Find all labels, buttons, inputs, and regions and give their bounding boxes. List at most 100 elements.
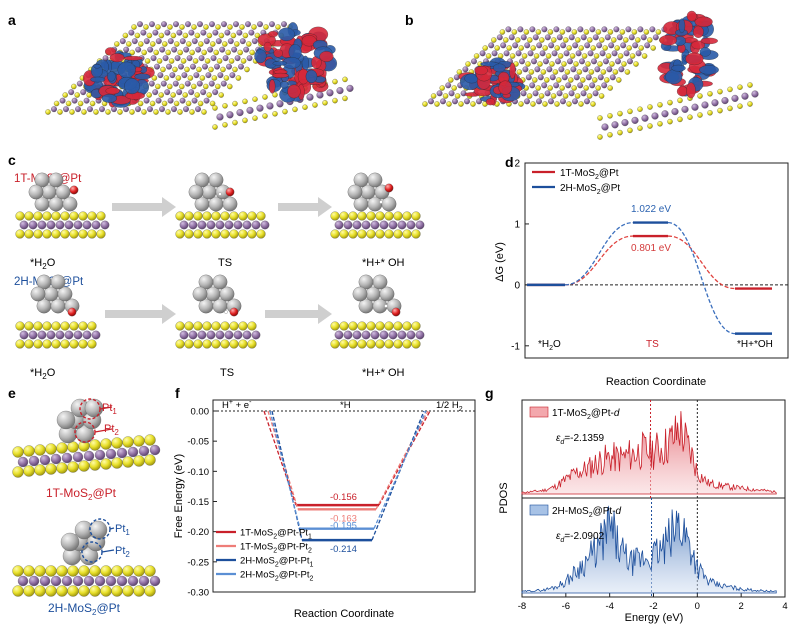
mo-atom <box>203 38 210 45</box>
e-title-1t: 1T-MoS2@Pt <box>46 486 117 502</box>
s-atom <box>302 104 308 110</box>
s-atom <box>375 211 385 221</box>
s-atom <box>111 437 123 449</box>
mo-atom <box>269 21 275 28</box>
s-atom <box>215 83 221 90</box>
s-atom <box>588 69 595 75</box>
charge-density-lobe <box>319 51 334 62</box>
s-atom <box>626 45 632 51</box>
s-atom <box>563 37 569 43</box>
g-xtick-label: -8 <box>518 601 526 612</box>
s-atom <box>366 229 376 239</box>
s-atom <box>612 69 619 75</box>
s-atom <box>114 41 120 47</box>
s-atom <box>598 93 605 99</box>
mo-atom <box>183 106 189 113</box>
mo-atom <box>208 80 215 87</box>
mo-atom <box>517 26 524 33</box>
mo-atom <box>560 98 566 105</box>
s-atom <box>357 321 367 331</box>
f-legend-text: 1T-MoS <box>240 528 273 539</box>
mo-atom <box>94 575 106 587</box>
s-atom <box>535 85 541 91</box>
mo-atom <box>549 74 556 81</box>
s-atom <box>539 37 545 43</box>
g-legend-swatch-2h <box>529 504 549 516</box>
s-atom <box>93 109 99 115</box>
pt-cluster-1t <box>56 398 104 444</box>
mo-atom <box>37 330 47 340</box>
mo-atom <box>388 330 398 340</box>
s-atom <box>667 99 673 106</box>
c-label-ts: TS <box>220 367 234 379</box>
mo-atom <box>306 93 314 101</box>
mo-atom <box>561 74 568 81</box>
s-atom <box>211 211 221 221</box>
s-atom <box>677 97 683 104</box>
mo-atom <box>609 74 616 81</box>
s-atom <box>550 93 557 99</box>
s-atom <box>604 77 610 83</box>
mo-atom <box>159 106 165 113</box>
s-atom <box>218 32 225 39</box>
s-atom <box>747 82 753 88</box>
pt1-pointer <box>99 406 113 410</box>
d-plot-frame <box>524 162 789 359</box>
s-atom <box>629 53 636 59</box>
s-atom <box>211 75 218 81</box>
mo-atom <box>585 74 592 81</box>
s-atom <box>34 565 46 577</box>
s-atom <box>227 83 233 90</box>
s-atom <box>184 66 190 73</box>
arrow-right <box>278 197 332 217</box>
s-atom <box>707 91 713 97</box>
s-atom <box>220 229 230 239</box>
s-atom <box>503 37 509 43</box>
mo-atom <box>116 447 128 459</box>
o-atom <box>67 307 77 317</box>
s-atom <box>357 339 367 349</box>
charge-density-lobe <box>105 47 116 56</box>
mo-atom <box>68 89 75 96</box>
s-atom <box>211 229 221 239</box>
s-atom <box>212 124 218 130</box>
o-atom <box>391 307 401 317</box>
f-legend-sub: 1 <box>310 562 314 569</box>
s-atom <box>179 83 185 90</box>
s-atom <box>229 229 239 239</box>
f-ytick-label: -0.05 <box>187 437 209 448</box>
s-atom <box>549 61 555 67</box>
s-atom <box>133 585 145 597</box>
mo-atom <box>128 29 135 36</box>
s-atom <box>216 58 223 64</box>
s-atom <box>402 321 412 331</box>
mo-atom <box>452 98 458 105</box>
mo-atom <box>149 444 161 456</box>
s-atom <box>244 66 250 73</box>
mo-atom <box>215 38 222 45</box>
d-annotation-1t: 0.801 eV <box>631 243 671 254</box>
pt-atom <box>222 196 238 212</box>
s-atom <box>65 100 72 107</box>
mo-atom <box>343 220 353 230</box>
mo-atom <box>164 29 171 36</box>
mo-atom <box>548 98 554 105</box>
mo-atom <box>28 220 38 230</box>
charge-density-lobe <box>134 73 151 80</box>
s-atom <box>51 229 61 239</box>
s-atom <box>569 53 576 59</box>
s-atom <box>330 229 340 239</box>
mo-atom <box>140 29 147 36</box>
mo-atom <box>651 112 659 120</box>
mo-atom <box>127 575 139 587</box>
mo-atom <box>536 42 543 49</box>
c-label-hoh: *H+* OH <box>362 257 405 269</box>
s-atom <box>562 93 569 99</box>
s-atom <box>339 339 349 349</box>
mo-atom <box>532 34 539 41</box>
s-atom <box>256 211 266 221</box>
mo-atom <box>539 50 546 57</box>
charge-density-lobe <box>686 10 697 22</box>
s-atom <box>587 37 593 43</box>
